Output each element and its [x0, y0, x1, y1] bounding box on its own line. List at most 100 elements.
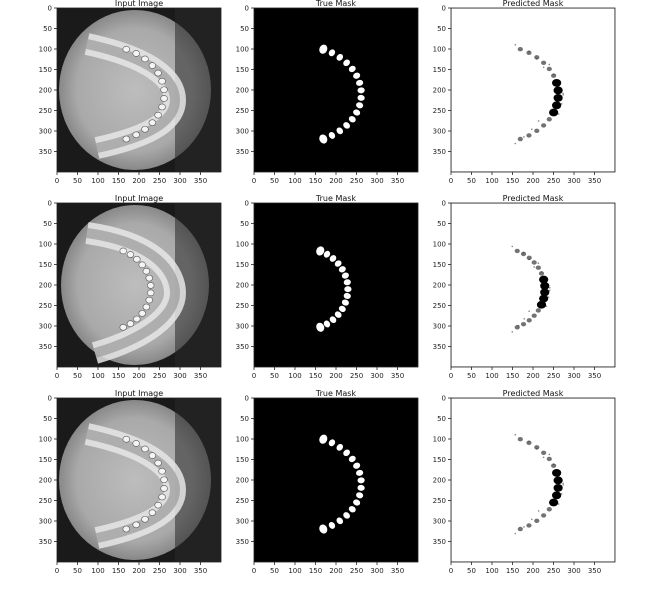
y-tick-label: 250: [236, 302, 249, 310]
x-tick-label: 350: [588, 372, 601, 380]
y-tick-label: 300: [433, 518, 446, 526]
y-tick-label: 250: [433, 497, 446, 505]
panel-title: Predicted Mask: [503, 389, 564, 398]
y-tick-label: 300: [39, 128, 52, 136]
y-tick-label: 0: [245, 200, 249, 208]
pred-blob: [536, 266, 541, 270]
tooth: [120, 324, 127, 330]
x-tick-label: 50: [270, 567, 279, 575]
y-tick-label: 300: [236, 518, 249, 526]
x-tick-label: 150: [112, 177, 125, 185]
x-tick-label: 100: [485, 567, 498, 575]
panel-r3-true: True Mask0 50 100 150 200 250 300 3500501001502…: [236, 389, 418, 575]
pred-blob: [552, 491, 561, 499]
tooth: [147, 282, 154, 288]
x-tick-label: 150: [506, 372, 519, 380]
x-tick-label: 250: [153, 372, 166, 380]
y-tick-label: 350: [433, 148, 446, 156]
tooth: [149, 120, 156, 126]
tooth: [133, 132, 140, 138]
y-tick-label: 50: [437, 415, 446, 423]
tooth: [133, 522, 140, 528]
y-tick-label: 50: [437, 25, 446, 33]
y-tick-label: 300: [236, 128, 249, 136]
x-tick-label: 350: [588, 567, 601, 575]
tooth: [146, 297, 153, 303]
x-tick-label: 50: [270, 177, 279, 185]
y-tick-label: 150: [433, 261, 446, 269]
x-tick-label: 350: [391, 372, 404, 380]
tooth: [142, 446, 149, 452]
y-tick-label: 0: [442, 5, 446, 13]
tooth: [123, 46, 130, 52]
x-tick-label: 300: [173, 177, 186, 185]
pred-blob: [536, 308, 541, 312]
x-tick-label: 200: [132, 372, 145, 380]
tooth: [127, 252, 134, 258]
tooth: [123, 526, 130, 532]
y-tick-label: 150: [433, 456, 446, 464]
x-tick-label: 0: [55, 177, 59, 185]
tooth: [133, 316, 140, 322]
y-tick-label: 200: [433, 87, 446, 95]
pred-blob: [549, 109, 558, 117]
x-tick-label: 50: [467, 567, 476, 575]
x-tick-label: 0: [55, 567, 59, 575]
x-tick-label: 350: [391, 567, 404, 575]
x-tick-label: 100: [288, 372, 301, 380]
tooth: [155, 70, 162, 76]
pred-blob: [537, 301, 546, 309]
panel-title: Predicted Mask: [503, 194, 564, 203]
y-tick-label: 0: [48, 395, 52, 403]
x-tick-label: 300: [567, 567, 580, 575]
y-tick-label: 100: [39, 46, 52, 54]
y-tick-label: 150: [236, 261, 249, 269]
y-tick-label: 0: [48, 200, 52, 208]
y-tick-label: 0: [48, 5, 52, 13]
panel-r3-pred: Predicted Mask 0 50 100 150 200 250 300 350 0 50 10…: [433, 389, 615, 575]
pred-blob: [518, 527, 523, 531]
x-tick-label: 100: [288, 567, 301, 575]
mask-background: [254, 8, 418, 172]
x-tick-label: 50: [270, 372, 279, 380]
pred-blob: [541, 61, 546, 65]
x-tick-label: 100: [91, 177, 104, 185]
mask-background: [254, 398, 418, 562]
pred-blob: [552, 79, 561, 87]
x-tick-label: 0: [55, 372, 59, 380]
x-tick-label: 300: [370, 177, 383, 185]
pred-blob: [554, 94, 563, 102]
pred-blob: [526, 133, 531, 137]
x-tick-label: 0: [252, 567, 256, 575]
x-tick-label: 200: [526, 567, 539, 575]
x-tick-label: 200: [329, 177, 342, 185]
pred-blob: [534, 519, 539, 523]
x-tick-label: 200: [329, 567, 342, 575]
pred-background: [451, 203, 615, 367]
y-tick-label: 50: [43, 25, 52, 33]
panel-r1-pred: Predicted Mask0 50 100 150 200 250 300 35005010…: [433, 0, 615, 185]
y-tick-label: 350: [39, 343, 52, 351]
pred-blob: [547, 507, 552, 511]
y-tick-label: 200: [433, 477, 446, 485]
x-tick-label: 300: [370, 567, 383, 575]
y-tick-label: 250: [236, 107, 249, 115]
y-tick-label: 250: [433, 107, 446, 115]
x-tick-label: 100: [91, 372, 104, 380]
tooth: [127, 321, 134, 327]
x-tick-label: 50: [73, 567, 82, 575]
pred-blob: [518, 437, 523, 441]
x-tick-label: 250: [350, 567, 363, 575]
tooth: [159, 104, 166, 110]
y-tick-label: 50: [43, 220, 52, 228]
y-tick-label: 250: [39, 497, 52, 505]
pred-blob: [518, 137, 523, 141]
y-tick-label: 50: [240, 415, 249, 423]
x-tick-label: 100: [288, 177, 301, 185]
tooth: [143, 304, 150, 310]
pred-blob: [547, 67, 552, 71]
tooth: [123, 436, 130, 442]
y-tick-label: 300: [236, 323, 249, 331]
y-tick-label: 300: [433, 323, 446, 331]
pred-blob: [552, 101, 561, 109]
